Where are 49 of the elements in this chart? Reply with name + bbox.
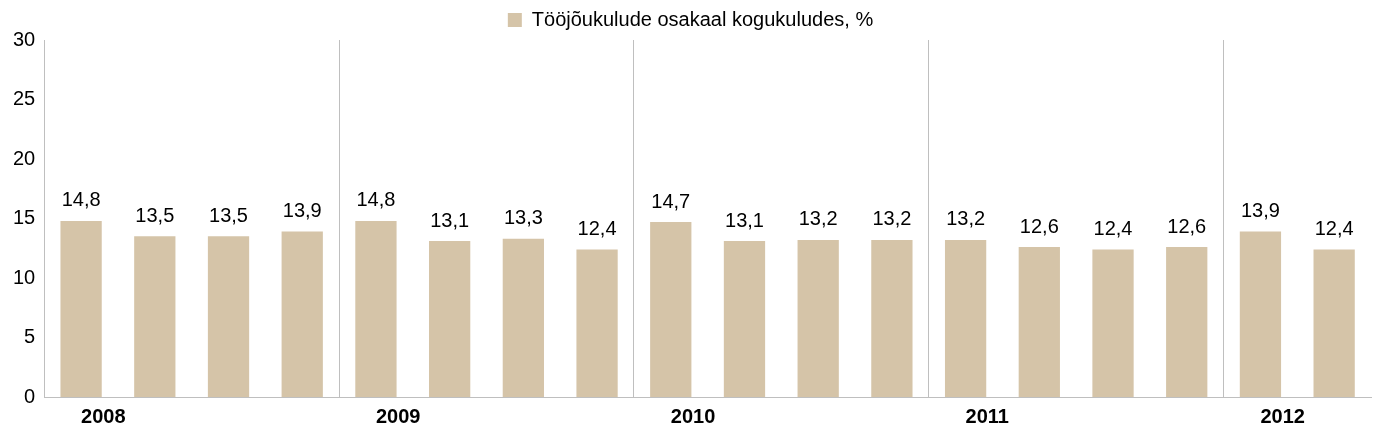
bar bbox=[1018, 247, 1060, 397]
bar bbox=[60, 220, 102, 397]
data-label: 13,1 bbox=[725, 208, 764, 231]
y-tick-label: 0 bbox=[24, 384, 36, 407]
bar bbox=[723, 241, 766, 397]
data-label: 12,6 bbox=[1167, 214, 1207, 237]
bar bbox=[1313, 249, 1355, 397]
x-tick-label: 2010 bbox=[670, 404, 716, 427]
y-tick-label: 5 bbox=[24, 325, 36, 348]
y-tick-label: 30 bbox=[13, 27, 36, 50]
x-tick-label: 2009 bbox=[375, 404, 421, 427]
data-label: 12,4 bbox=[577, 216, 617, 239]
bar bbox=[650, 222, 692, 397]
legend-label: Tööjõukulude osakaal kogukuludes, % bbox=[531, 7, 874, 30]
data-label: 12,4 bbox=[1093, 216, 1133, 239]
bar bbox=[502, 238, 544, 397]
data-label: 12,6 bbox=[1019, 214, 1059, 237]
data-label: 13,2 bbox=[872, 207, 912, 230]
bar bbox=[207, 236, 250, 397]
data-label: 13,3 bbox=[503, 206, 543, 229]
y-tick-label: 15 bbox=[13, 206, 36, 229]
bar bbox=[576, 249, 618, 397]
bar bbox=[355, 220, 397, 397]
bar bbox=[797, 239, 839, 397]
x-tick-label: 2011 bbox=[965, 404, 1009, 427]
data-label: 13,2 bbox=[798, 207, 838, 230]
data-label: 13,5 bbox=[135, 203, 175, 226]
data-label: 13,9 bbox=[282, 199, 322, 222]
y-tick-label: 20 bbox=[13, 146, 36, 169]
data-label: 13,2 bbox=[946, 207, 986, 230]
bar bbox=[1166, 247, 1208, 397]
bar bbox=[429, 241, 471, 397]
data-label: 13,9 bbox=[1240, 199, 1280, 222]
data-label: 14,8 bbox=[356, 188, 396, 211]
bar bbox=[1239, 231, 1282, 397]
data-label: 13,1 bbox=[430, 208, 470, 231]
x-tick-label: 2012 bbox=[1260, 404, 1305, 427]
data-label: 13,5 bbox=[209, 203, 248, 226]
y-tick-label: 10 bbox=[13, 265, 36, 288]
bar bbox=[871, 239, 913, 397]
bar bbox=[944, 239, 987, 397]
data-label: 14,8 bbox=[61, 188, 101, 211]
bar bbox=[281, 231, 323, 397]
bar bbox=[1092, 249, 1134, 397]
bar bbox=[134, 236, 176, 397]
x-tick-label: 2008 bbox=[81, 404, 126, 427]
y-tick-label: 25 bbox=[13, 87, 36, 110]
data-label: 14,7 bbox=[651, 189, 691, 212]
data-label: 12,4 bbox=[1314, 216, 1354, 239]
